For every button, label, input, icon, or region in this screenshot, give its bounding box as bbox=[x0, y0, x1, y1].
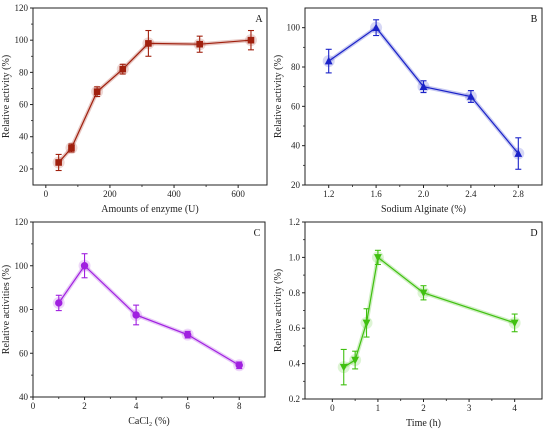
data-point bbox=[80, 262, 89, 270]
data-point bbox=[467, 92, 475, 100]
y-tick-label: 40 bbox=[19, 132, 29, 142]
data-point bbox=[510, 319, 519, 328]
y-tick-label: 1.2 bbox=[289, 217, 300, 227]
y-tick-label: 80 bbox=[19, 67, 29, 77]
panel-letter: D bbox=[530, 228, 537, 239]
x-axis-label: CaCl₂ (%) bbox=[128, 416, 170, 427]
x-tick-label: 6 bbox=[185, 401, 190, 411]
panel-d: 0 1 2 3 4 0.2 0.4 0.6 0.8 1.0 1.2 Time (h) Relative … bbox=[273, 217, 543, 429]
y-tick-label: 60 bbox=[19, 100, 29, 110]
x-tick-label: 600 bbox=[231, 189, 245, 199]
plot-frame bbox=[32, 7, 268, 186]
data-point bbox=[55, 299, 63, 307]
y-tick-label: 40 bbox=[19, 392, 29, 402]
panel-letter: B bbox=[531, 14, 538, 25]
data-point bbox=[55, 159, 62, 166]
data-point bbox=[419, 82, 428, 90]
series-line bbox=[343, 256, 515, 368]
data-point bbox=[183, 330, 192, 339]
panel-b: 1.2 1.6 2.0 2.4 2.8 20 40 60 80 100 Sodium Alginat… bbox=[273, 7, 543, 215]
y-tick-label: 1.0 bbox=[289, 252, 301, 262]
x-tick-label: 3 bbox=[467, 403, 472, 413]
panel-c: 0 2 4 6 8 40 60 80 100 120 CaCl₂ (%) Relative activ… bbox=[1, 217, 266, 427]
y-tick-label: 20 bbox=[291, 180, 301, 190]
series-line bbox=[58, 39, 252, 163]
y-tick-label: 120 bbox=[15, 3, 29, 13]
x-tick-label: 1.6 bbox=[370, 189, 382, 199]
y-axis-label: Relative activity (%) bbox=[273, 269, 284, 352]
panel-letter: C bbox=[254, 228, 261, 239]
y-axis-label: Relative activity (%) bbox=[273, 55, 284, 138]
x-tick-label: 4 bbox=[512, 403, 517, 413]
x-tick-label: 2 bbox=[421, 403, 426, 413]
x-axis-label: Time (h) bbox=[406, 418, 441, 429]
y-axis-label: Relative activity (%) bbox=[1, 55, 12, 138]
series-line-halo bbox=[57, 38, 252, 164]
data-point bbox=[235, 361, 243, 369]
x-tick-label: 0 bbox=[31, 401, 36, 411]
x-tick-label: 2 bbox=[82, 401, 87, 411]
x-tick-label: 2.8 bbox=[513, 189, 525, 199]
data-point bbox=[324, 56, 333, 65]
y-tick-label: 100 bbox=[15, 261, 29, 271]
y-tick-label: 120 bbox=[15, 217, 29, 227]
x-tick-label: 0 bbox=[44, 189, 49, 199]
x-tick-label: 2.0 bbox=[418, 189, 430, 199]
x-tick-label: 4 bbox=[134, 401, 139, 411]
panel-letter: A bbox=[255, 14, 263, 25]
x-axis-label: Sodium Alginate (%) bbox=[381, 204, 466, 215]
plot-frame bbox=[304, 7, 543, 186]
x-tick-label: 8 bbox=[237, 401, 242, 411]
data-point bbox=[119, 65, 127, 73]
data-point bbox=[351, 356, 360, 365]
plot-frame bbox=[32, 221, 266, 398]
panel-a: 0 200 400 600 20 40 60 80 100 120 Amounts of enzym… bbox=[1, 3, 268, 215]
y-tick-label: 100 bbox=[287, 23, 301, 33]
x-tick-label: 1 bbox=[376, 403, 381, 413]
x-tick-label: 200 bbox=[103, 189, 117, 199]
data-point bbox=[247, 36, 255, 44]
data-point bbox=[339, 363, 348, 372]
y-tick-label: 0.4 bbox=[289, 359, 301, 369]
data-point bbox=[374, 254, 382, 262]
y-axis-label: Relative activities (%) bbox=[1, 265, 12, 354]
x-tick-label: 400 bbox=[167, 189, 181, 199]
y-tick-label: 80 bbox=[19, 305, 29, 315]
data-point bbox=[196, 40, 203, 48]
data-point bbox=[514, 149, 523, 157]
x-axis-label: Amounts of enzyme (U) bbox=[101, 204, 198, 215]
data-point bbox=[132, 311, 140, 319]
plot-frame bbox=[304, 221, 543, 400]
y-tick-label: 0.2 bbox=[289, 394, 300, 404]
data-point bbox=[93, 88, 101, 95]
y-tick-label: 40 bbox=[291, 141, 301, 151]
data-point bbox=[145, 40, 152, 47]
series-line-halo bbox=[57, 262, 241, 368]
y-tick-label: 100 bbox=[15, 35, 29, 45]
y-tick-label: 0.6 bbox=[289, 323, 301, 333]
data-point bbox=[362, 319, 371, 328]
x-tick-label: 1.2 bbox=[323, 189, 334, 199]
x-tick-label: 0 bbox=[330, 403, 335, 413]
series-line-halo bbox=[342, 253, 516, 369]
y-tick-label: 0.8 bbox=[289, 288, 301, 298]
y-tick-label: 20 bbox=[19, 164, 29, 174]
data-point bbox=[68, 144, 75, 152]
x-tick-label: 2.4 bbox=[465, 189, 477, 199]
data-point bbox=[419, 289, 428, 298]
y-tick-label: 60 bbox=[19, 348, 29, 358]
y-tick-label: 80 bbox=[291, 62, 301, 72]
y-tick-label: 60 bbox=[291, 101, 301, 111]
data-point bbox=[372, 23, 380, 31]
